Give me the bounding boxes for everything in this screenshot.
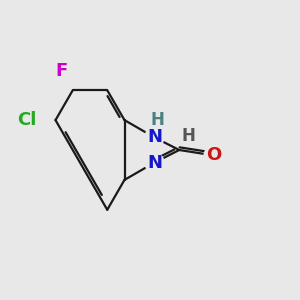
Text: H: H [151,111,164,129]
Circle shape [148,110,167,129]
Text: Cl: Cl [17,111,37,129]
Text: N: N [147,128,162,146]
Text: N: N [147,154,162,172]
Circle shape [179,127,198,146]
Text: F: F [56,62,68,80]
Circle shape [145,128,164,147]
Text: H: H [182,128,196,146]
Circle shape [52,61,71,80]
Circle shape [145,153,164,172]
Text: O: O [206,146,221,164]
Circle shape [204,146,223,165]
Circle shape [17,110,37,130]
